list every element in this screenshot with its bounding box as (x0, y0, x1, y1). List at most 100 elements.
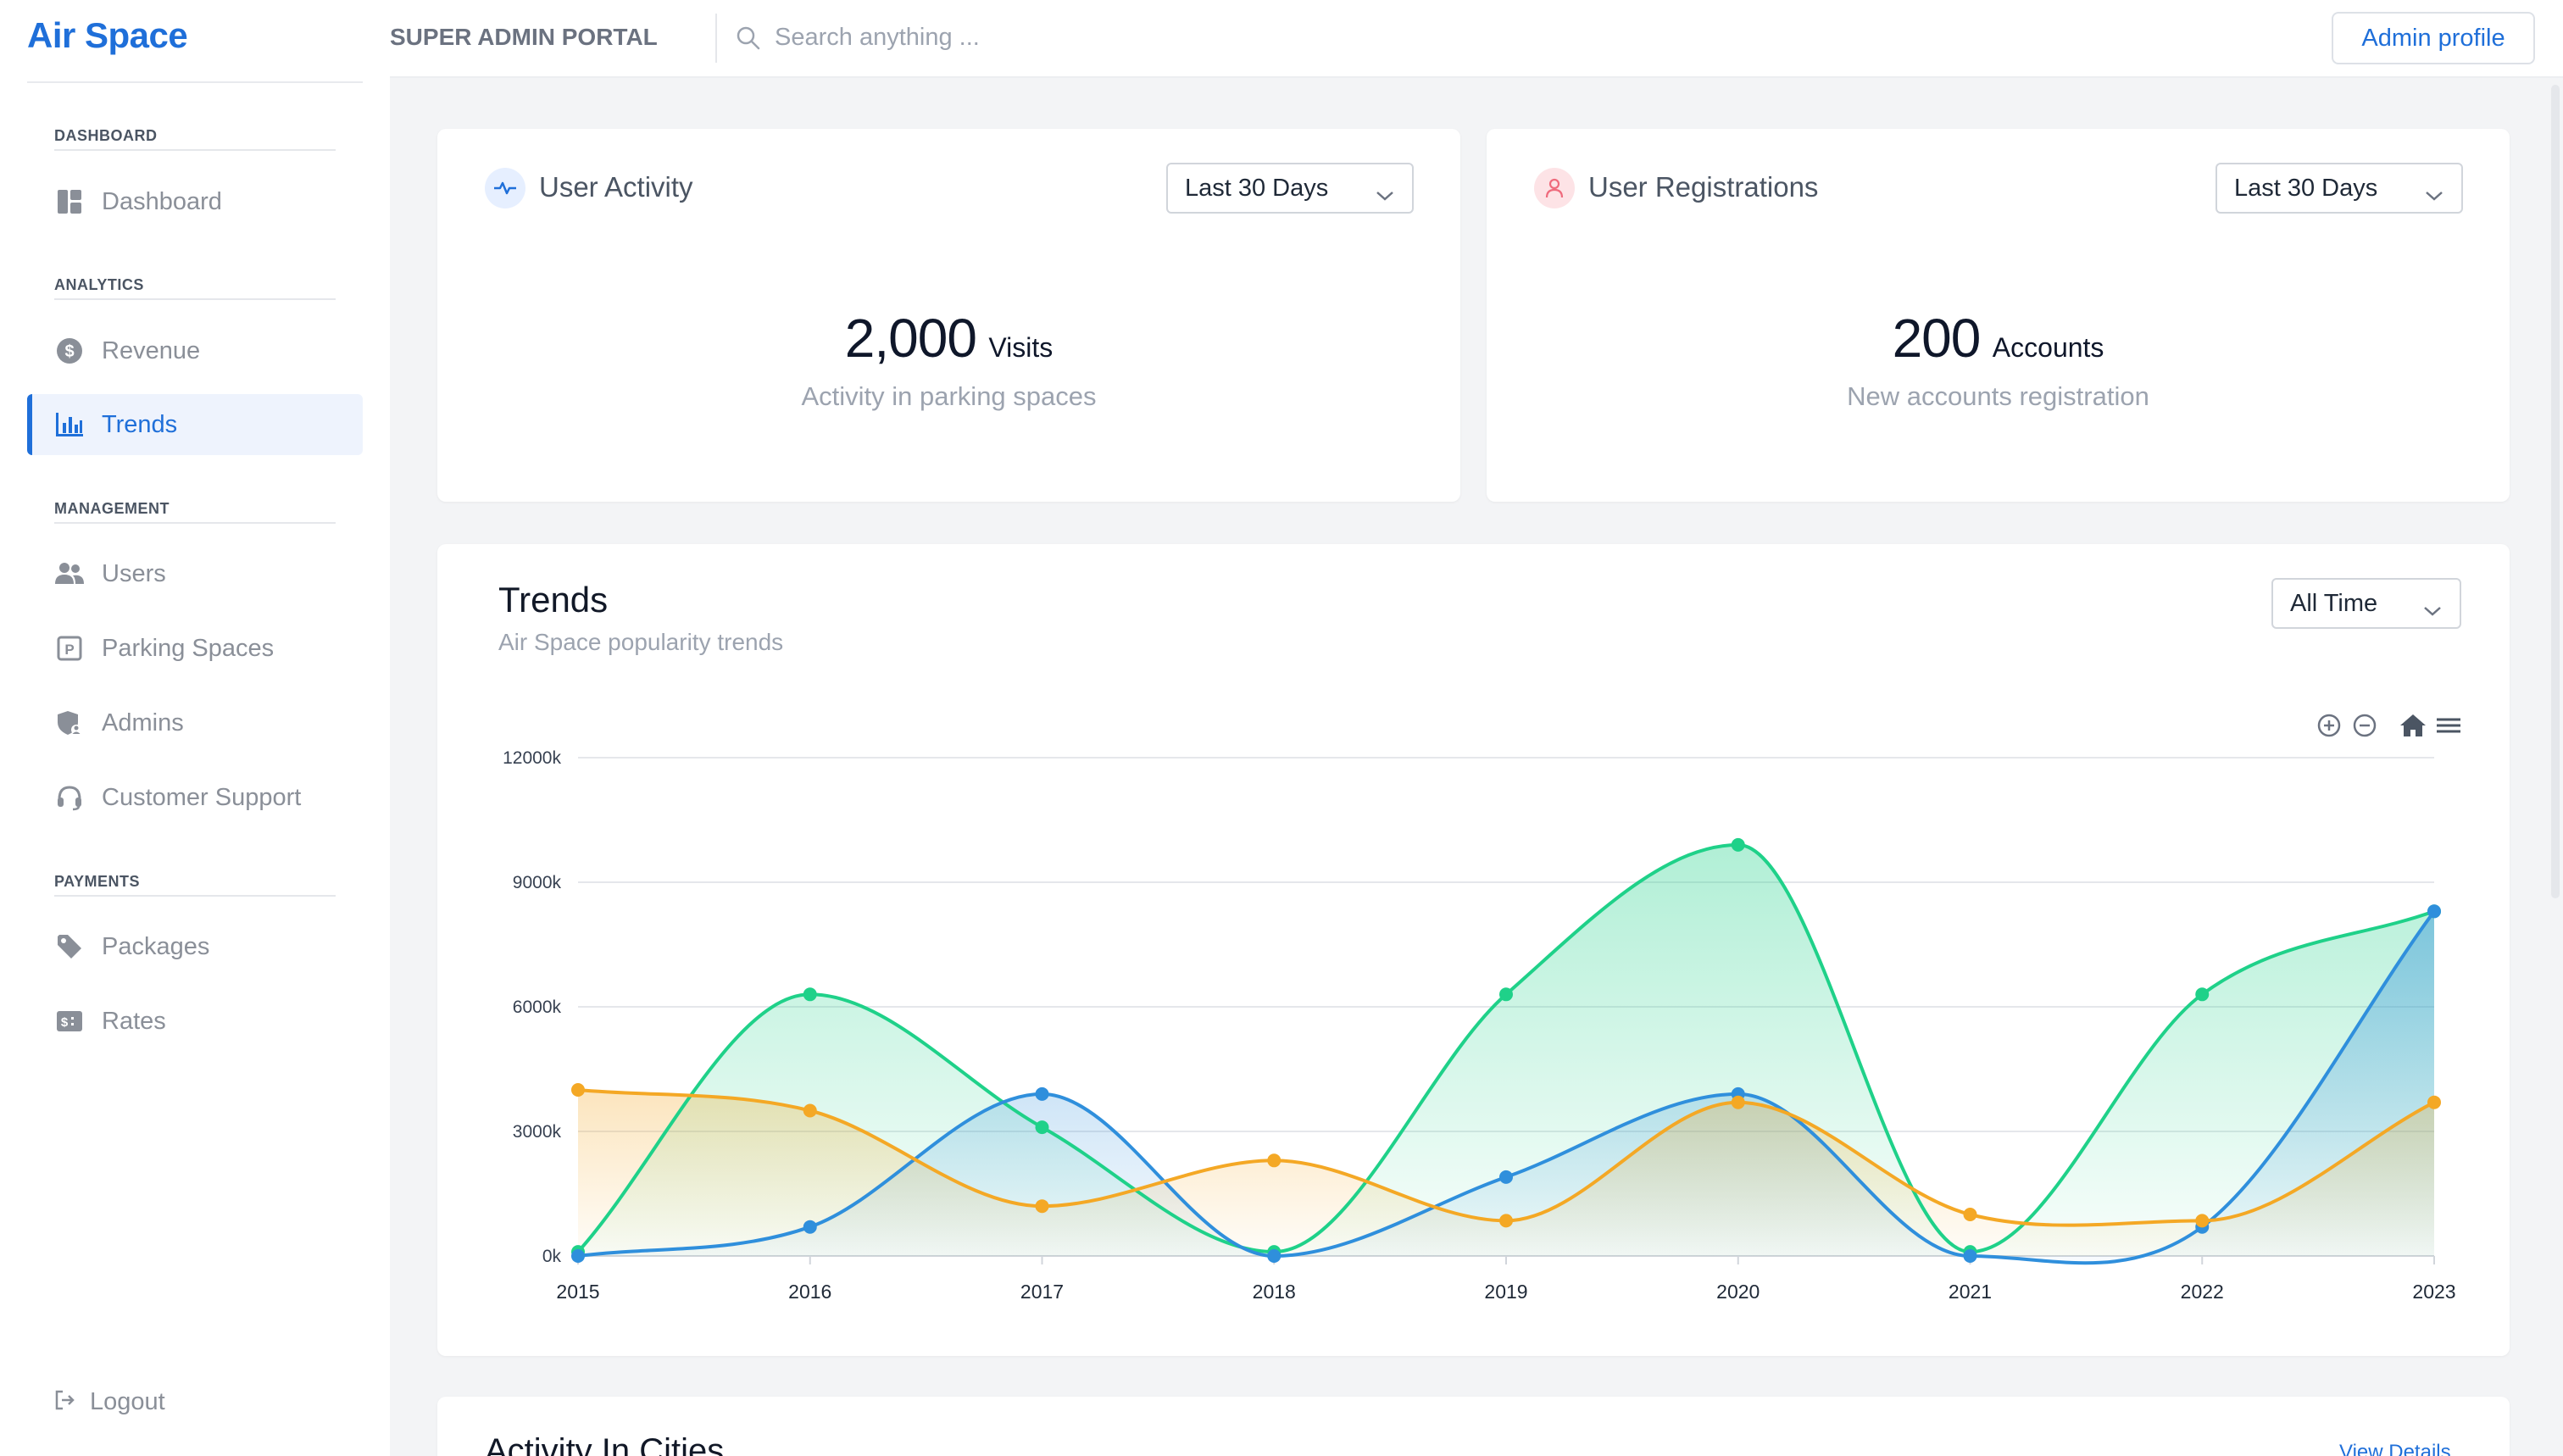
sidebar-item-label: Parking Spaces (102, 634, 275, 662)
divider (27, 81, 363, 83)
chevron-down-icon (2422, 597, 2443, 616)
stat-row: 200 Accounts (1487, 307, 2510, 370)
x-tick-label: 2017 (1020, 1281, 1064, 1303)
data-point[interactable] (1267, 1153, 1282, 1168)
data-point[interactable] (803, 1220, 817, 1234)
y-tick-label: 0k (542, 1247, 562, 1266)
x-tick-label: 2019 (1484, 1281, 1527, 1303)
admin-profile-button[interactable]: Admin profile (2332, 12, 2535, 64)
svg-text:$: $ (61, 1015, 69, 1030)
sidebar-item-parking-spaces[interactable]: P Parking Spaces (27, 618, 363, 679)
tag-icon (54, 931, 85, 962)
data-point[interactable] (2195, 987, 2210, 1002)
stat-value: 2,000 (844, 308, 977, 369)
stat-unit: Visits (988, 332, 1054, 363)
trends-title: Trends (498, 580, 609, 620)
data-point[interactable] (1499, 1214, 1513, 1228)
x-tick-label: 2020 (1716, 1281, 1760, 1303)
menu-icon[interactable] (2434, 712, 2463, 741)
registrations-period-select[interactable]: Last 30 Days (2216, 163, 2463, 214)
sidebar-item-dashboard[interactable]: Dashboard (27, 171, 363, 232)
zoom-in-icon[interactable] (2316, 712, 2344, 741)
sidebar-item-label: Rates (102, 1007, 166, 1035)
select-value: All Time (2290, 589, 2378, 617)
data-point[interactable] (803, 987, 817, 1002)
search-input[interactable] (775, 19, 1283, 56)
y-tick-label: 6000k (513, 998, 562, 1017)
view-details-link[interactable]: View Details (2339, 1441, 2451, 1456)
brand-logo[interactable]: Air Space (27, 15, 188, 55)
shield-user-icon (54, 708, 85, 738)
parking-icon: P (54, 633, 85, 664)
rates-icon: $ (54, 1006, 85, 1036)
sidebar: Air Space DASHBOARD Dashboard ANALYTICS … (0, 0, 390, 1456)
trends-chart: 0k 3000k 6000k 9000k 12000k 2015 2016 2017 2018 2… (503, 748, 2455, 1303)
data-point[interactable] (803, 1103, 817, 1118)
data-point[interactable] (2195, 1214, 2210, 1228)
stat-value: 200 (1892, 308, 1982, 369)
divider (54, 895, 336, 897)
data-point[interactable] (1499, 1170, 1513, 1184)
data-point[interactable] (571, 1249, 585, 1263)
data-point[interactable] (1035, 1086, 1049, 1101)
zoom-out-icon[interactable] (2351, 712, 2380, 741)
stat-row: 2,000 Visits (437, 307, 1460, 370)
series-line (576, 842, 2435, 1254)
activity-period-select[interactable]: Last 30 Days (1166, 163, 1414, 214)
logout-button[interactable]: Logout (54, 1388, 165, 1416)
user-activity-card: User Activity Last 30 Days 2,000 Visits … (437, 129, 1460, 502)
sidebar-item-packages[interactable]: Packages (27, 916, 363, 977)
x-tick-label: 2018 (1253, 1281, 1296, 1303)
data-point[interactable] (2427, 1095, 2441, 1109)
dashboard-icon (54, 186, 85, 217)
stat-description: Activity in parking spaces (801, 381, 1097, 411)
sidebar-item-label: Dashboard (102, 187, 222, 215)
data-point[interactable] (1035, 1120, 1049, 1135)
cities-title: Activity In Cities (485, 1432, 725, 1456)
headset-icon (54, 782, 85, 813)
pulse-icon (485, 168, 525, 208)
chevron-down-icon (2424, 181, 2444, 201)
data-point[interactable] (1963, 1249, 1977, 1263)
data-point[interactable] (2427, 904, 2441, 919)
data-point[interactable] (1731, 837, 1745, 852)
data-point[interactable] (1963, 1208, 1977, 1221)
data-point[interactable] (1267, 1249, 1282, 1263)
y-tick-label: 12000k (503, 748, 561, 768)
divider (54, 522, 336, 524)
series-area (578, 911, 2434, 1264)
select-value: Last 30 Days (2234, 174, 2378, 202)
sidebar-item-rates[interactable]: $ Rates (27, 991, 363, 1052)
chevron-down-icon (1375, 181, 1395, 201)
trends-period-select[interactable]: All Time (2271, 578, 2461, 629)
section-label-dashboard: DASHBOARD (54, 127, 158, 144)
sidebar-item-users[interactable]: Users (27, 543, 363, 604)
logout-label: Logout (90, 1388, 165, 1415)
sidebar-item-label: Trends (102, 410, 178, 438)
user-icon (1534, 168, 1575, 208)
data-point[interactable] (1499, 987, 1513, 1002)
user-registrations-card: User Registrations Last 30 Days 200 Acco… (1487, 129, 2510, 502)
sidebar-item-label: Users (102, 559, 166, 587)
portal-title: SUPER ADMIN PORTAL (390, 24, 658, 50)
data-point[interactable] (1731, 1095, 1745, 1109)
sidebar-item-revenue[interactable]: $ Revenue (27, 320, 363, 381)
search-icon (734, 24, 763, 53)
divider (715, 14, 717, 63)
page-scrollbar[interactable] (2551, 85, 2560, 898)
series-line (577, 910, 2436, 1265)
section-label-management: MANAGEMENT (54, 500, 170, 517)
sidebar-item-customer-support[interactable]: Customer Support (27, 767, 363, 828)
sidebar-item-trends[interactable]: Trends (27, 394, 363, 455)
stat-unit: Accounts (1992, 332, 2104, 363)
sidebar-item-admins[interactable]: Admins (27, 692, 363, 753)
home-icon[interactable] (2399, 712, 2427, 741)
data-point[interactable] (1035, 1199, 1049, 1214)
series-line (577, 1088, 2435, 1227)
logout-icon (54, 1389, 76, 1415)
y-tick-label: 9000k (513, 873, 562, 892)
dollar-icon: $ (54, 336, 85, 366)
x-tick-label: 2023 (2412, 1281, 2455, 1303)
section-label-analytics: ANALYTICS (54, 276, 144, 293)
data-point[interactable] (571, 1083, 585, 1097)
